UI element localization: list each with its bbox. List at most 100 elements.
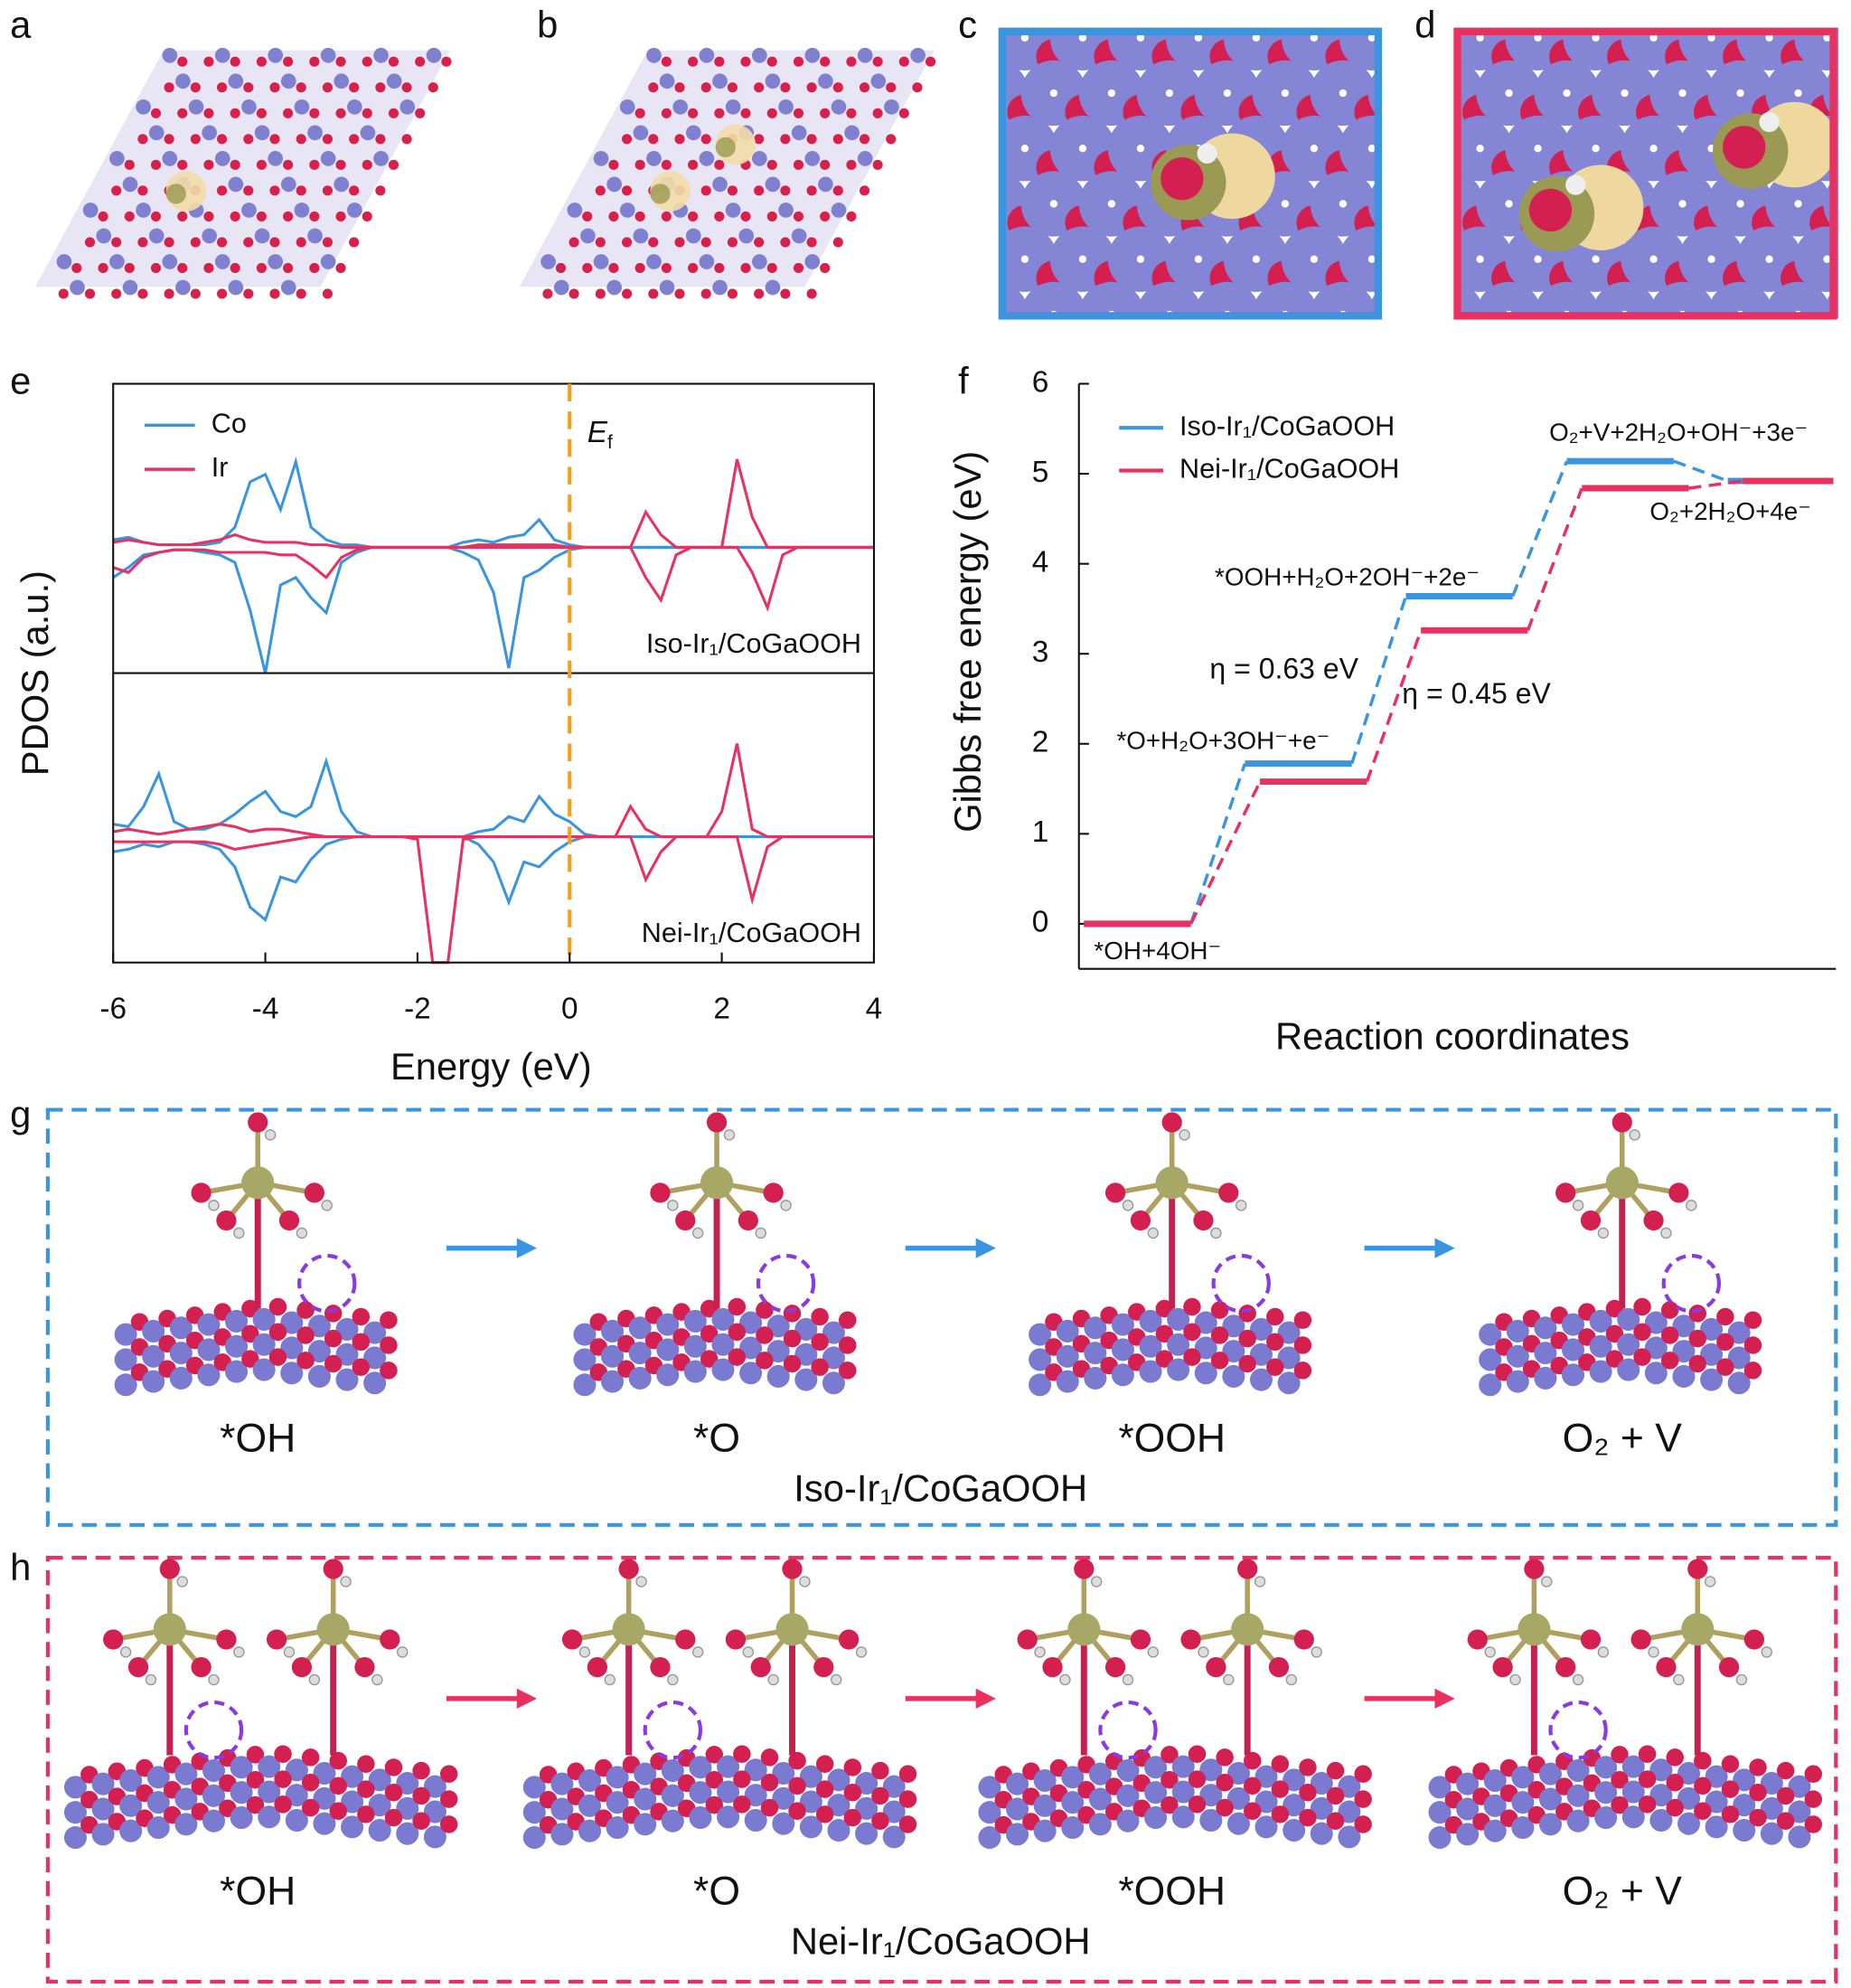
- co-atom: [1056, 1344, 1079, 1368]
- o-atom: [1383, 150, 1418, 185]
- o-atom: [380, 1311, 398, 1329]
- o-atom: [1074, 1559, 1095, 1579]
- ir-atom: [715, 137, 736, 157]
- h-atom: [1686, 1200, 1697, 1211]
- co-atom: [225, 1360, 249, 1383]
- co-atom: [1088, 1787, 1112, 1811]
- co-atom: [659, 73, 675, 90]
- atom-highlight: [1107, 200, 1116, 208]
- co-atom: [882, 1800, 906, 1823]
- o-atom: [839, 1629, 860, 1650]
- co-atom: [1589, 1334, 1612, 1358]
- atom-highlight: [1707, 255, 1715, 263]
- transition-connector: [1526, 487, 1583, 631]
- co-atom: [628, 1316, 652, 1340]
- o-atom: [1326, 1786, 1345, 1805]
- o-atom: [1838, 260, 1851, 296]
- o-atom: [760, 1774, 779, 1792]
- o-atom: [1716, 1358, 1734, 1376]
- o-atom: [1528, 188, 1573, 232]
- o-atom: [839, 1336, 857, 1354]
- co-atom: [765, 73, 781, 90]
- o-atom: [296, 82, 306, 93]
- o-atom: [582, 211, 593, 221]
- atom-highlight: [1310, 33, 1319, 42]
- co-atom: [1700, 1343, 1724, 1366]
- co-atom: [1222, 1314, 1245, 1338]
- o-atom: [727, 288, 738, 299]
- h-atom: [1673, 1673, 1685, 1686]
- o-atom: [1383, 260, 1418, 296]
- o-atom: [661, 108, 672, 118]
- atom-highlight: [1223, 89, 1232, 98]
- co-atom: [1707, 281, 1773, 319]
- o-atom: [164, 82, 174, 93]
- co-atom: [142, 1370, 165, 1393]
- y-axis-title: Gibbs free energy (eV): [946, 451, 989, 833]
- co-atom: [791, 228, 807, 244]
- co-atom: [197, 1363, 221, 1387]
- o-atom: [872, 159, 883, 170]
- o-atom: [1299, 1758, 1317, 1776]
- o-atom: [806, 185, 817, 196]
- co-atom: [1594, 1781, 1618, 1804]
- h-atom: [1059, 1673, 1071, 1686]
- h-atom: [1235, 1200, 1247, 1211]
- co-atom: [347, 203, 362, 218]
- co-atom: [294, 99, 310, 115]
- o-atom: [1383, 39, 1418, 74]
- o-atom: [622, 134, 633, 145]
- o-atom: [329, 1776, 347, 1795]
- h-atom: [233, 1646, 245, 1658]
- o-atom: [766, 262, 777, 274]
- co-atom: [142, 1344, 165, 1368]
- o-atom: [688, 108, 699, 118]
- o-atom: [1362, 316, 1380, 319]
- atom-highlight: [1194, 255, 1203, 263]
- o-atom: [1299, 1808, 1317, 1827]
- o-atom: [362, 211, 372, 221]
- o-atom: [756, 1301, 774, 1319]
- atom-highlight: [1367, 33, 1377, 42]
- co-atom: [1116, 1784, 1140, 1807]
- co-atom: [228, 176, 244, 193]
- co-atom: [146, 1766, 170, 1789]
- co-atom: [1566, 1809, 1590, 1833]
- o-atom: [1804, 1815, 1822, 1833]
- o-atom: [1299, 1784, 1317, 1802]
- o-atom: [1104, 1182, 1126, 1203]
- co-atom: [744, 1758, 767, 1782]
- state-label: *OOH: [1118, 1869, 1226, 1913]
- o-atom: [1723, 126, 1766, 169]
- co-atom: [169, 1366, 193, 1390]
- o-atom: [1161, 1112, 1182, 1133]
- o-atom: [1586, 316, 1605, 319]
- o-atom: [323, 1559, 343, 1579]
- co-atom: [1456, 1823, 1480, 1846]
- panel-label: d: [1414, 4, 1435, 46]
- o-atom: [788, 1802, 806, 1821]
- pdos-line: [112, 743, 874, 839]
- co-atom: [334, 73, 350, 90]
- co-atom: [683, 1360, 707, 1383]
- o-atom: [296, 237, 306, 248]
- o-atom: [740, 211, 751, 221]
- co-atom: [711, 1358, 735, 1381]
- h-atom: [1735, 1673, 1748, 1686]
- o-atom: [700, 1350, 719, 1368]
- co-atom: [799, 1790, 822, 1814]
- o-atom: [1749, 1808, 1767, 1827]
- o-atom: [898, 1815, 917, 1833]
- co-atom: [1649, 1784, 1673, 1807]
- state-label: *O: [693, 1416, 740, 1460]
- o-atom: [886, 82, 897, 93]
- ir-atom: [612, 1613, 645, 1646]
- co-atom: [804, 47, 821, 63]
- o-atom: [859, 82, 870, 93]
- o-atom: [159, 1559, 180, 1579]
- co-atom: [699, 47, 715, 63]
- co-atom: [258, 1780, 281, 1804]
- y-tick-label: 5: [1032, 456, 1049, 489]
- o-atom: [898, 1765, 917, 1784]
- o-atom: [820, 56, 831, 67]
